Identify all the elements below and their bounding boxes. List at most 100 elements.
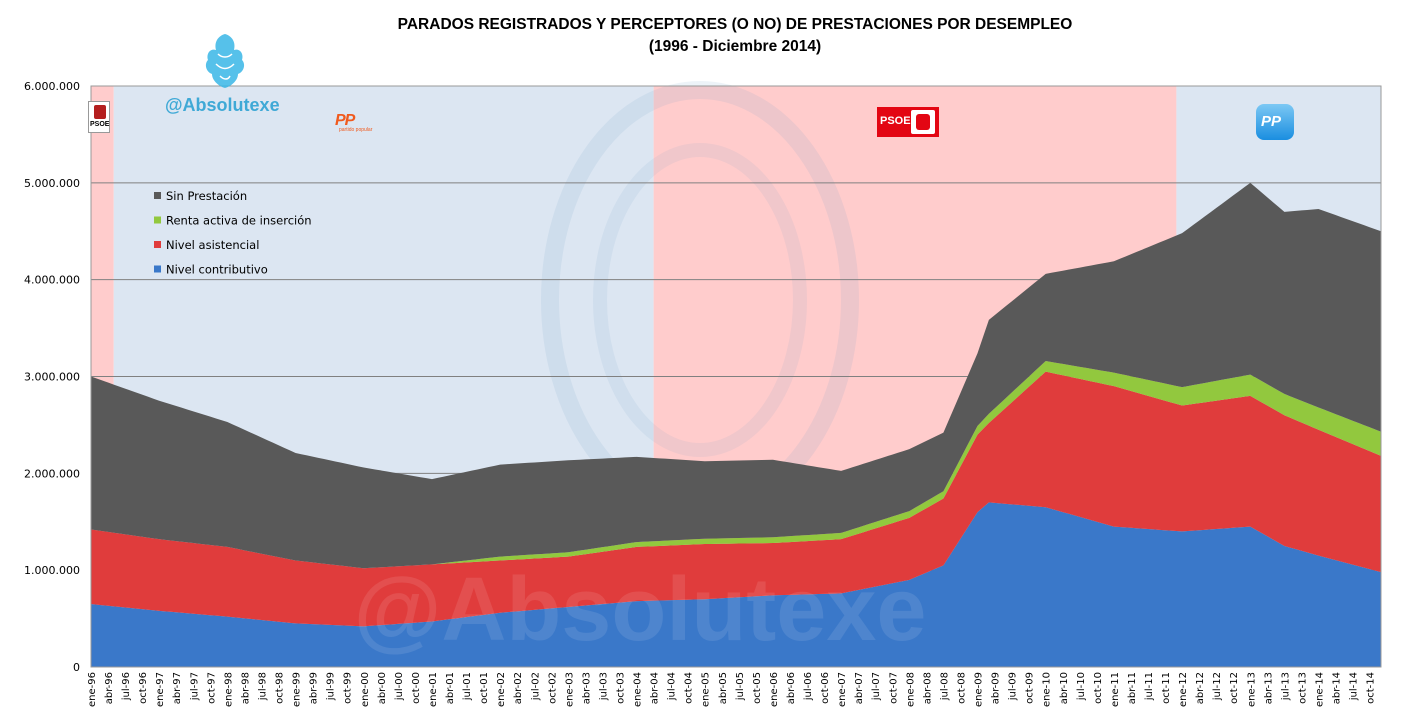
x-tick-label: oct-07 — [888, 672, 899, 704]
legend-label: Nivel contributivo — [166, 263, 268, 277]
x-tick-label: abr-97 — [172, 672, 183, 704]
pp-logo-subtext: partido popular — [339, 127, 373, 133]
x-tick-label: oct-01 — [479, 672, 490, 704]
legend-swatch — [154, 241, 161, 248]
x-tick-label: jul-07 — [871, 672, 882, 701]
x-tick-label: ene-04 — [633, 672, 644, 707]
x-tick-label: jul-14 — [1349, 672, 1360, 701]
x-tick-label: ene-14 — [1314, 672, 1325, 707]
x-tick-label: abr-04 — [650, 672, 661, 704]
x-tick-label: abr-10 — [1059, 672, 1070, 704]
x-tick-label: ene-08 — [905, 672, 916, 707]
x-tick-label: ene-98 — [223, 672, 234, 707]
psoe-rose-icon — [911, 110, 935, 134]
x-tick-label: ene-96 — [87, 672, 98, 707]
x-tick-label: ene-06 — [769, 672, 780, 707]
x-tick-label: abr-05 — [718, 672, 729, 704]
x-tick-label: ene-10 — [1042, 672, 1053, 707]
chart-title: PARADOS REGISTRADOS Y PERCEPTORES (O NO)… — [0, 14, 1405, 58]
x-tick-label: abr-08 — [922, 672, 933, 704]
x-tick-label: oct-05 — [752, 672, 763, 704]
series-area-3 — [91, 182, 1381, 569]
x-tick-label: jul-04 — [667, 672, 678, 701]
x-tick-label: ene-12 — [1178, 672, 1189, 707]
y-tick-label: 5.000.000 — [24, 177, 80, 190]
legend-swatch — [154, 192, 161, 199]
x-tick-label: jul-05 — [735, 672, 746, 701]
x-tick-label: ene-09 — [974, 672, 985, 707]
title-line-2: (1996 - Diciembre 2014) — [648, 38, 822, 55]
y-tick-label: 0 — [73, 661, 80, 674]
x-tick-label: abr-96 — [104, 672, 115, 704]
twitter-handle: @Absolutexe — [165, 95, 280, 115]
x-tick-label: oct-14 — [1366, 672, 1377, 704]
x-tick-label: oct-12 — [1229, 672, 1240, 704]
x-tick-label: ene-11 — [1110, 672, 1121, 707]
x-tick-label: ene-01 — [428, 672, 439, 707]
x-tick-label: oct-96 — [138, 672, 149, 704]
legend-label: Nivel asistencial — [166, 238, 259, 252]
x-tick-label: jul-12 — [1212, 672, 1223, 701]
x-tick-label: abr-07 — [854, 672, 865, 704]
x-tick-label: oct-03 — [616, 672, 627, 704]
x-tick-label: jul-03 — [598, 672, 609, 701]
x-tick-label: jul-08 — [939, 672, 950, 701]
x-tick-label: abr-99 — [309, 672, 320, 704]
x-tick-label: abr-06 — [786, 672, 797, 704]
pp-logo-2: PP — [1256, 104, 1294, 140]
x-tick-label: ene-03 — [564, 672, 575, 707]
x-tick-label: jul-00 — [394, 672, 405, 701]
title-line-1: PARADOS REGISTRADOS Y PERCEPTORES (O NO)… — [397, 16, 1073, 33]
x-tick-label: jul-96 — [121, 672, 132, 701]
x-tick-label: ene-13 — [1246, 672, 1257, 707]
series-area-1 — [91, 371, 1381, 627]
x-tick-label: oct-98 — [275, 672, 286, 704]
pp-logo-1: PP partido popular — [335, 112, 385, 136]
y-tick-label: 4.000.000 — [24, 274, 80, 287]
watermark-text: @Absolutexe — [354, 560, 927, 660]
y-axis-ticks: 0 1.000.000 2.000.000 3.000.000 4.000.000 5.0… — [24, 80, 80, 674]
x-tick-label: oct-11 — [1161, 672, 1172, 704]
x-tick-label: ene-00 — [360, 672, 371, 707]
x-tick-label: jul-09 — [1008, 672, 1019, 701]
y-tick-label: 3.000.000 — [24, 371, 80, 384]
x-tick-label: jul-06 — [803, 672, 814, 701]
x-tick-label: abr-02 — [513, 672, 524, 704]
legend: Sin Prestación Renta activa de inserción N… — [154, 189, 312, 277]
x-tick-label: jul-10 — [1076, 672, 1087, 701]
series-area-0 — [91, 502, 1381, 667]
x-tick-label: abr-13 — [1263, 672, 1274, 704]
x-tick-label: ene-97 — [155, 672, 166, 707]
x-tick-label: abr-98 — [240, 672, 251, 704]
x-tick-label: abr-11 — [1127, 672, 1138, 704]
x-tick-label: ene-05 — [701, 672, 712, 707]
x-tick-label: oct-13 — [1297, 672, 1308, 704]
psoe-logo-big: PSOE — [877, 107, 939, 137]
psoe-logo-small: PSOE — [88, 101, 110, 133]
stacked-areas — [91, 182, 1381, 667]
x-tick-label: abr-03 — [581, 672, 592, 704]
x-tick-label: oct-00 — [411, 672, 422, 704]
x-tick-label: jul-98 — [257, 672, 268, 701]
psoe-logo-big-text: PSOE — [880, 115, 911, 127]
plot-border — [90, 85, 1382, 668]
pp-logo-2-text: PP — [1261, 113, 1282, 130]
psoe-logo-text: PSOE — [90, 121, 110, 128]
x-tick-label: oct-99 — [343, 672, 354, 704]
x-tick-label: ene-99 — [292, 672, 303, 707]
x-tick-label: oct-97 — [206, 672, 217, 704]
griffin-emblem-icon — [205, 34, 245, 88]
x-tick-label: abr-00 — [377, 672, 388, 704]
y-tick-label: 6.000.000 — [24, 80, 80, 93]
x-tick-label: oct-09 — [1025, 672, 1036, 704]
x-tick-label: abr-14 — [1332, 672, 1343, 704]
legend-label: Sin Prestación — [166, 189, 247, 203]
pp-logo-text: PP — [335, 112, 355, 129]
legend-swatch — [154, 216, 161, 224]
x-tick-label: abr-09 — [991, 672, 1002, 704]
x-tick-label: oct-02 — [547, 672, 558, 704]
x-tick-label: jul-01 — [462, 672, 473, 701]
x-tick-label: jul-97 — [189, 672, 200, 701]
x-tick-label: oct-06 — [820, 672, 831, 704]
